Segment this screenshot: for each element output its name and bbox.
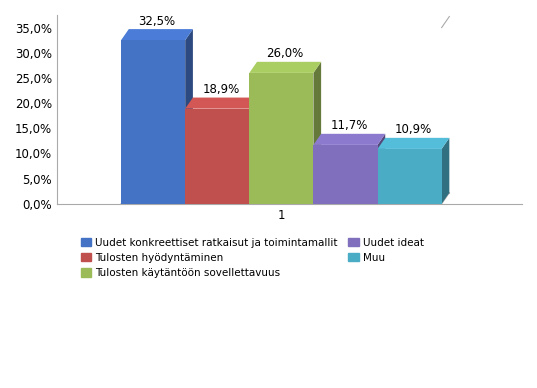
Bar [249, 73, 314, 204]
Polygon shape [378, 138, 449, 149]
Polygon shape [249, 62, 321, 73]
Text: 11,7%: 11,7% [331, 119, 368, 132]
Polygon shape [378, 134, 385, 204]
Polygon shape [249, 97, 257, 204]
Bar [314, 145, 378, 204]
Bar [185, 109, 249, 204]
Bar [121, 40, 185, 204]
Polygon shape [185, 97, 257, 109]
Text: 32,5%: 32,5% [139, 15, 176, 28]
Polygon shape [314, 62, 321, 204]
Polygon shape [185, 29, 193, 204]
Text: 10,9%: 10,9% [395, 123, 432, 136]
Polygon shape [314, 134, 385, 145]
Polygon shape [441, 138, 449, 204]
Text: 18,9%: 18,9% [202, 83, 240, 96]
Text: 26,0%: 26,0% [266, 47, 304, 60]
Legend: Uudet konkreettiset ratkaisut ja toimintamallit, Tulosten hyödyntäminen, Tuloste: Uudet konkreettiset ratkaisut ja toimint… [78, 236, 426, 280]
Bar [378, 149, 441, 204]
Polygon shape [121, 29, 193, 40]
